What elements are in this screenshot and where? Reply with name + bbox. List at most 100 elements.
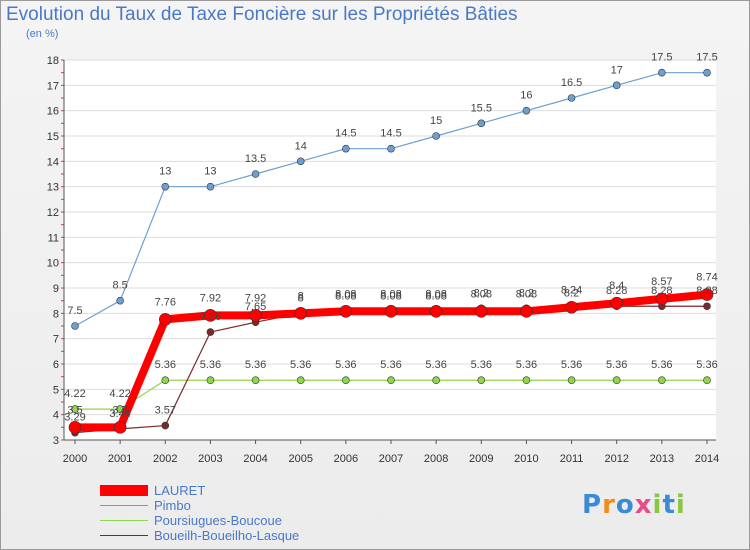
data-label: 3.5	[67, 404, 82, 416]
legend-label: LAURET	[154, 483, 206, 498]
logo-letter: r	[602, 490, 616, 520]
y-tick-label: 3	[53, 435, 59, 447]
y-tick-label: 14	[47, 156, 59, 168]
data-point	[68, 421, 82, 434]
x-tick-label: 2008	[424, 453, 448, 465]
x-tick-label: 2002	[153, 453, 177, 465]
data-point	[251, 170, 260, 178]
data-label: 7.65	[245, 301, 266, 313]
y-tick-label: 6	[53, 359, 59, 371]
data-point	[429, 305, 443, 318]
data-point	[116, 296, 124, 305]
data-point	[658, 68, 666, 77]
data-label: 17.5	[696, 52, 717, 64]
data-point	[71, 405, 79, 413]
x-tick-label: 2005	[288, 453, 312, 465]
data-point	[161, 182, 170, 191]
data-point	[206, 328, 215, 336]
data-label: 8.28	[651, 285, 672, 297]
logo-letter: i	[652, 490, 663, 520]
chart-title: Evolution du Taux de Taxe Foncière sur l…	[6, 4, 518, 25]
data-point	[161, 376, 170, 385]
data-point	[703, 68, 711, 77]
x-tick-label: 2003	[198, 453, 222, 465]
data-label: 5.36	[155, 359, 176, 371]
y-tick-label: 12	[47, 207, 59, 219]
data-label: 3.29	[64, 412, 85, 424]
x-tick-label: 2013	[650, 453, 674, 465]
data-point	[339, 305, 353, 318]
data-label: 16.5	[561, 77, 582, 89]
line-chart: 3 4 5 6 7 8 9 10 11 12 13 14 15 16 17 18 2000 2001 2002 200…	[47, 52, 719, 465]
x-tick-label: 2006	[334, 453, 358, 465]
data-label: 8.08	[425, 288, 446, 300]
legend-swatch-lauret	[100, 485, 148, 496]
data-label: 8.28	[696, 285, 717, 297]
logo-letter: P	[582, 490, 603, 520]
y-tick-label: 10	[47, 258, 59, 270]
data-label: 3.57	[155, 405, 176, 417]
data-label: 15	[430, 115, 442, 127]
x-tick-label: 2010	[514, 453, 538, 465]
data-label: 4.22	[109, 388, 130, 400]
data-point	[296, 157, 305, 166]
axes: 3 4 5 6 7 8 9 10 11 12 13 14 15 16 17 18 2000 2001 2002 200…	[47, 55, 719, 465]
data-point	[296, 376, 305, 385]
data-label: 17.5	[651, 52, 672, 64]
logo-letter: x	[634, 490, 653, 520]
data-labels: 7.5 8.5 13 13 13.5 14 14.5 14.5 15 15.5 16 16.5 17 17…	[64, 52, 717, 424]
data-label: 3.44	[109, 408, 130, 420]
legend-swatch-pimbo	[100, 505, 148, 506]
data-point	[567, 376, 576, 385]
legend-label: Boueilh-Boueilho-Lasque	[154, 528, 300, 543]
data-label: 5.36	[245, 359, 266, 371]
data-label: 8.24	[561, 284, 582, 296]
data-label: 13.5	[245, 153, 266, 165]
x-tick-label: 2014	[695, 453, 719, 465]
y-tick-label: 11	[48, 232, 59, 244]
data-label: 7.5	[67, 305, 82, 317]
x-tick-label: 2004	[243, 453, 267, 465]
data-label: 7.92	[200, 292, 221, 304]
data-label: 4.22	[64, 388, 85, 400]
data-label: 8	[298, 292, 304, 304]
y-tick-label: 5	[53, 384, 59, 396]
data-point	[71, 322, 79, 330]
data-point	[567, 94, 576, 102]
data-point	[700, 288, 714, 301]
data-label: 13	[204, 166, 216, 178]
data-label: 8.28	[606, 285, 627, 297]
data-label: 5.36	[696, 359, 717, 371]
data-label: 8.08	[380, 288, 401, 300]
data-label: 8.5	[112, 280, 127, 292]
data-point	[655, 292, 669, 306]
data-label: 8.2	[519, 287, 534, 299]
data-point	[612, 376, 621, 385]
x-tick-label: 2011	[560, 453, 584, 465]
data-point	[249, 309, 262, 322]
legend-swatch-poursiugues	[100, 520, 148, 521]
data-point	[387, 144, 395, 153]
data-point	[658, 376, 666, 385]
data-label: 8.08	[335, 288, 356, 300]
data-label: 16	[520, 90, 532, 102]
y-tick-label: 16	[47, 106, 59, 118]
data-point	[522, 106, 531, 115]
data-label: 3.5	[112, 404, 127, 416]
data-label: 13	[159, 166, 171, 178]
y-axis-unit: (en %)	[26, 28, 59, 40]
proxiti-logo: Proxiti	[582, 490, 686, 520]
legend-label: Pimbo	[154, 498, 191, 513]
data-point	[477, 376, 486, 385]
data-point	[342, 376, 350, 385]
data-point	[612, 81, 621, 90]
data-label: 5.36	[471, 359, 492, 371]
data-point	[206, 376, 215, 385]
data-point	[384, 305, 398, 318]
y-tick-label: 4	[53, 410, 59, 422]
series-poursiugues-boucoue	[71, 376, 711, 413]
y-tick-label: 15	[47, 131, 59, 143]
data-point	[161, 421, 170, 430]
data-label: 5.36	[425, 359, 446, 371]
data-point	[522, 376, 531, 385]
